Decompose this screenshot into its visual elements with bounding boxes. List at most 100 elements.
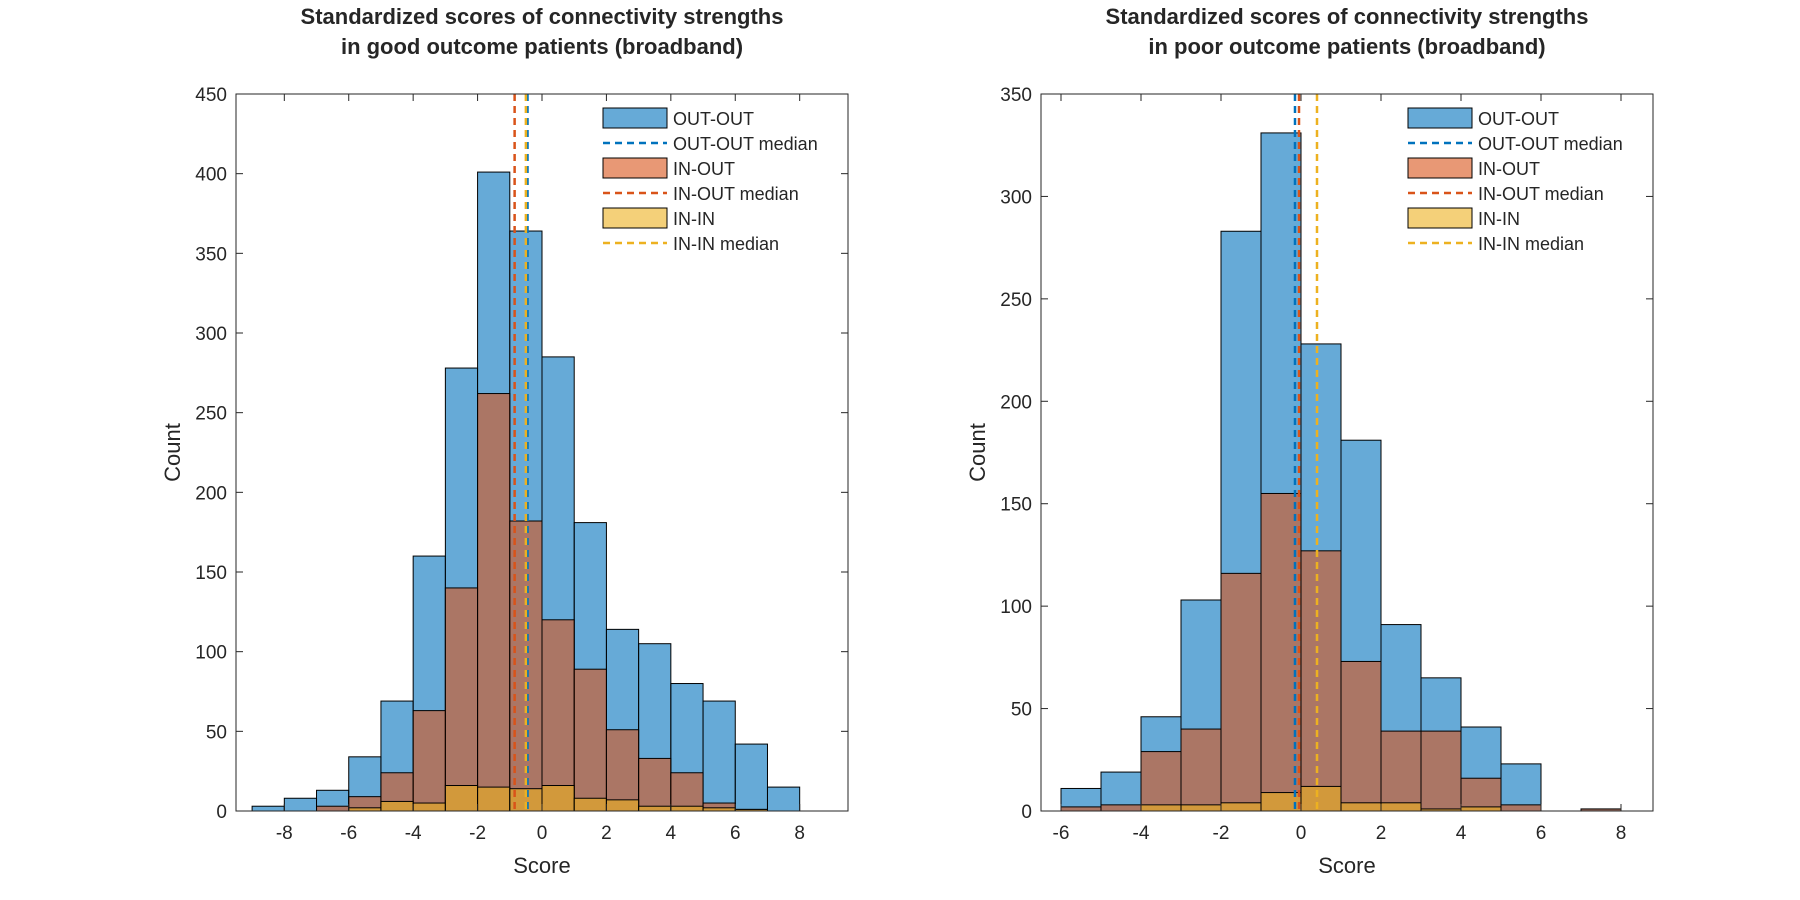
x-tick-label: -6: [1053, 823, 1070, 844]
y-tick-label: 50: [1011, 700, 1032, 721]
bar-in-in-3: [1180, 804, 1222, 812]
legend-label: IN-IN: [1478, 209, 1520, 229]
chart-title: in poor outcome patients (broadband): [1148, 34, 1545, 59]
bar-in-out-10: [573, 668, 607, 812]
legend-label: IN-OUT median: [673, 184, 799, 204]
bar-in-out-9: [541, 619, 575, 812]
y-tick-label: 350: [195, 244, 227, 265]
bar-out-out-16: [766, 786, 801, 812]
legend-label: IN-IN median: [1478, 234, 1584, 254]
bar-in-in-9: [541, 785, 575, 812]
x-tick-label: 4: [666, 823, 677, 844]
axes-box: [1040, 93, 1654, 812]
bar-in-out-12: [638, 757, 672, 812]
y-tick-label: 150: [1000, 495, 1032, 516]
bar-in-in-5: [412, 802, 446, 812]
legend-label: OUT-OUT median: [673, 134, 818, 154]
bar-in-out-11: [1500, 804, 1542, 812]
y-tick-label: 200: [1000, 392, 1032, 413]
x-tick-label: -6: [340, 823, 357, 844]
chart-title: in good outcome patients (broadband): [341, 34, 743, 59]
chart-title: Standardized scores of connectivity stre…: [301, 4, 784, 29]
bar-in-out-2: [316, 805, 350, 812]
series-in-out: [316, 393, 768, 812]
legend-swatch: [602, 157, 668, 179]
bar-in-in-10: [573, 797, 607, 812]
bar-in-out-8: [1380, 730, 1422, 812]
y-tick-label: 100: [195, 643, 227, 664]
bar-in-in-6: [1300, 785, 1342, 812]
bar-in-out-13: [670, 772, 704, 812]
bar-in-in-4: [1220, 802, 1262, 812]
bar-in-out-3: [1180, 728, 1222, 812]
y-axis-label: Count: [965, 423, 990, 482]
x-tick-label: 2: [601, 823, 612, 844]
y-tick-label: 350: [1000, 85, 1032, 106]
bar-out-out-0: [251, 805, 285, 812]
y-axis-label: Count: [160, 423, 185, 482]
bar-in-in-6: [444, 785, 479, 812]
bar-in-out-9: [1420, 730, 1462, 812]
legend-label: IN-IN median: [673, 234, 779, 254]
x-tick-label: -4: [1133, 823, 1150, 844]
bar-in-out-4: [1220, 572, 1262, 812]
legend-swatch: [1407, 207, 1473, 229]
bar-in-in-10: [1460, 806, 1502, 812]
bar-in-in-4: [380, 800, 414, 812]
chart-title: Standardized scores of connectivity stre…: [1106, 4, 1589, 29]
legend-label: IN-OUT: [1478, 159, 1540, 179]
legend: OUT-OUT OUT-OUT median IN-OUT IN-OUT median…: [602, 107, 818, 254]
bar-in-out-10: [1460, 777, 1502, 812]
x-tick-label: -2: [1213, 823, 1230, 844]
x-tick-label: 2: [1376, 823, 1387, 844]
y-tick-label: 200: [195, 483, 227, 504]
x-axis-label: Score: [513, 853, 570, 878]
chart-panel-1: -8 -6 -4 -2 0 2 4 6 8 0 50 100 150 200 250 300 350 400 450…: [160, 4, 849, 878]
bar-in-out-6: [444, 587, 479, 812]
bar-in-out-1: [1100, 804, 1142, 812]
legend-label: OUT-OUT: [673, 109, 754, 129]
x-axis-label: Score: [1318, 853, 1375, 878]
x-tick-label: -4: [405, 823, 422, 844]
bar-in-in-8: [1380, 802, 1422, 812]
legend: OUT-OUT OUT-OUT median IN-OUT IN-OUT median…: [1407, 107, 1623, 254]
x-tick-label: 0: [537, 823, 548, 844]
bar-in-out-7: [477, 393, 511, 812]
x-tick-label: 6: [1536, 823, 1547, 844]
bar-in-out-5: [412, 710, 446, 812]
bar-out-out-11: [1500, 763, 1542, 812]
chart-panel-2: -6 -4 -2 0 2 4 6 8 0 50 100 150 200 250 300 350 Score Cou…: [965, 4, 1654, 878]
y-tick-label: 450: [195, 85, 227, 106]
bar-in-out-6: [1300, 550, 1342, 812]
bar-in-in-2: [1140, 804, 1182, 812]
bar-in-in-7: [477, 786, 511, 812]
legend-label: OUT-OUT: [1478, 109, 1559, 129]
bar-in-in-11: [605, 799, 640, 812]
y-tick-label: 300: [195, 324, 227, 345]
y-tick-label: 50: [206, 722, 227, 743]
legend-label: IN-OUT median: [1478, 184, 1604, 204]
x-tick-label: 4: [1456, 823, 1467, 844]
bar-in-in-13: [670, 805, 704, 812]
x-tick-label: 8: [1616, 823, 1627, 844]
bar-in-in-7: [1340, 802, 1382, 812]
x-tick-label: 0: [1296, 823, 1307, 844]
legend-label: IN-OUT: [673, 159, 735, 179]
bar-in-out-7: [1340, 660, 1382, 812]
y-tick-label: 250: [1000, 290, 1032, 311]
bar-in-out-0: [1060, 806, 1102, 812]
x-tick-label: 6: [730, 823, 741, 844]
bar-out-out-14: [702, 700, 736, 812]
series-in-out: [1060, 492, 1622, 812]
x-tick-label: -2: [469, 823, 486, 844]
y-tick-label: 0: [1021, 802, 1032, 823]
legend-swatch: [602, 107, 668, 129]
y-tick-label: 100: [1000, 597, 1032, 618]
bar-out-out-15: [734, 743, 768, 812]
legend-swatch: [1407, 107, 1473, 129]
x-tick-label: 8: [794, 823, 805, 844]
bar-in-out-11: [605, 729, 640, 812]
bar-in-out-2: [1140, 751, 1182, 812]
y-tick-label: 300: [1000, 187, 1032, 208]
